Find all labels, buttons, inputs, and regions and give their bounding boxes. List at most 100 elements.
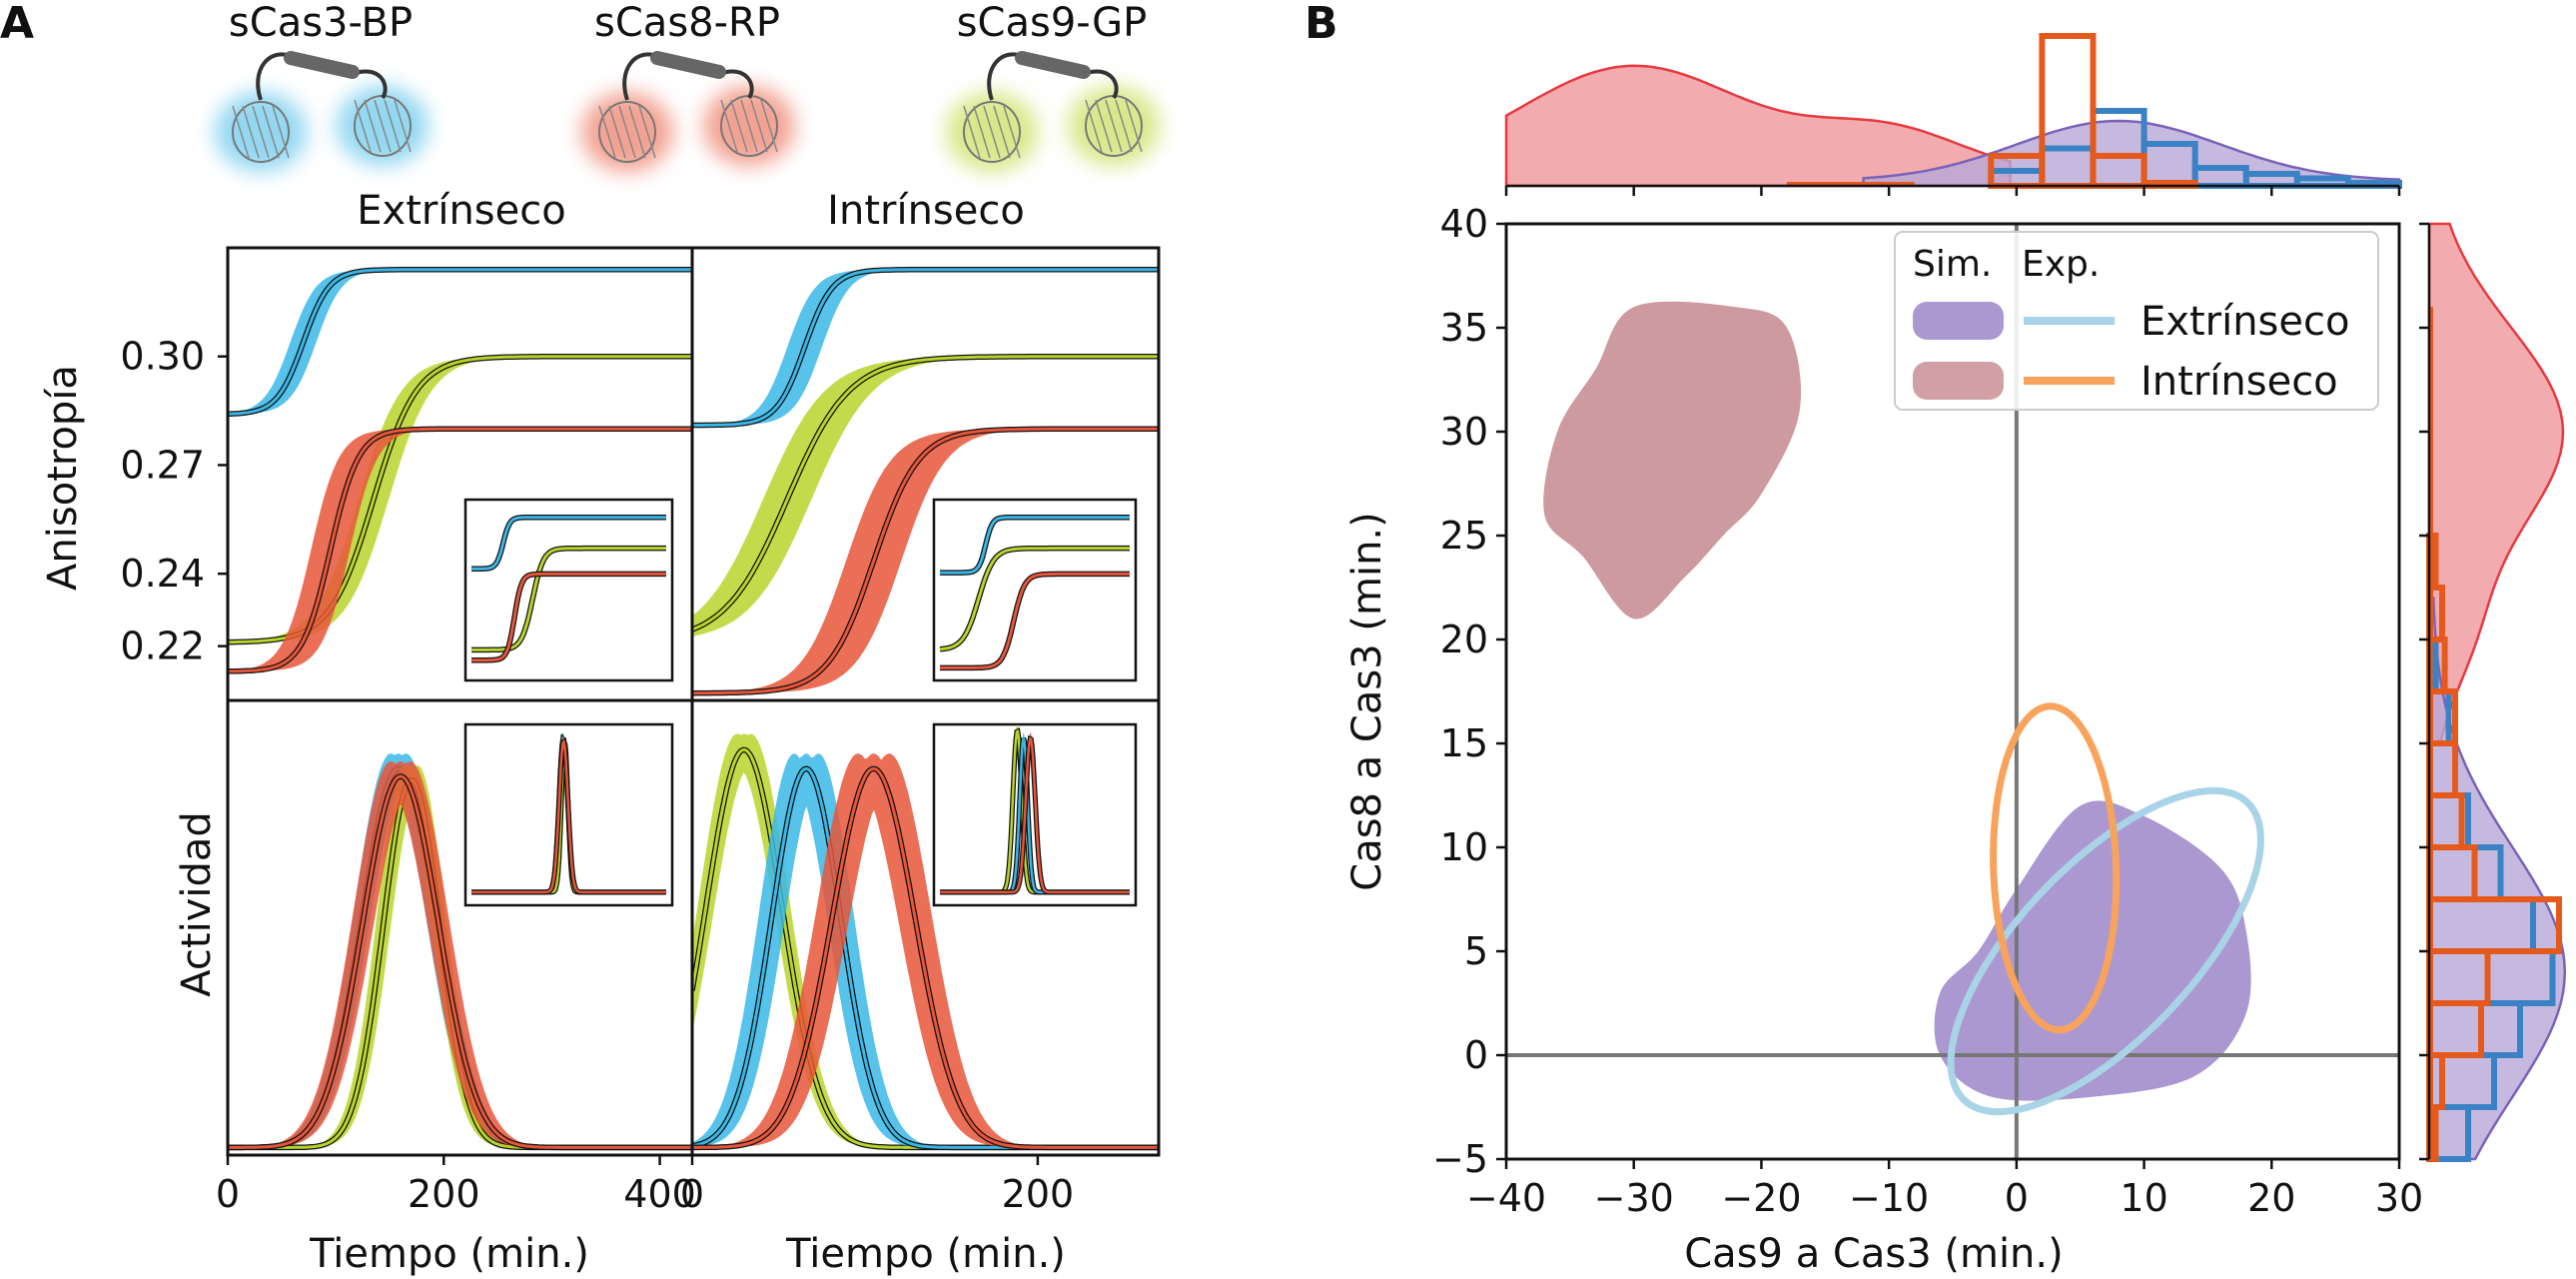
- a-xlabel-left: Tiempo (min.): [309, 1231, 589, 1277]
- column-title-intrinsic: Intrínseco: [827, 188, 1025, 234]
- helix: [1015, 51, 1091, 79]
- a-xtick-label: 200: [408, 1172, 480, 1216]
- barrel-strand: [242, 105, 260, 159]
- a-outline-cas3: [692, 266, 1159, 429]
- linker: [352, 69, 388, 100]
- barrel-strand: [374, 99, 392, 153]
- top-marginal-kde-intrinsic: [1504, 64, 2012, 188]
- barrel-strand: [394, 99, 412, 153]
- barrel-strand: [1115, 99, 1133, 153]
- a-line-cas3: [692, 268, 1159, 427]
- barrel-strand: [354, 99, 372, 153]
- b-xtick-label: −40: [1466, 1176, 1546, 1220]
- barrel-strand: [252, 105, 270, 159]
- a-ytick-label: 0.27: [120, 443, 205, 487]
- barrel-strand: [232, 105, 250, 159]
- a-ytick-label: 0.30: [120, 335, 205, 379]
- barrel-strand: [1095, 99, 1113, 153]
- b-ytick-label: 10: [1440, 825, 1488, 869]
- a-xtick-label: 0: [680, 1172, 704, 1216]
- inset-frame: [932, 498, 1138, 682]
- inset-line-cas8: [471, 572, 666, 662]
- b-xtick-label: 30: [2375, 1176, 2423, 1220]
- barrel-strand: [760, 99, 778, 153]
- linker: [718, 69, 754, 100]
- sensor-cas3: [215, 51, 429, 172]
- a-band-cas3: [228, 269, 692, 415]
- b-ytick-label: 5: [1464, 929, 1488, 973]
- a-plot-area: [228, 753, 692, 1151]
- b-ytick-label: −5: [1432, 1137, 1488, 1181]
- sensor-label-cas8: sCas8-RP: [594, 0, 780, 46]
- linker: [256, 52, 292, 101]
- inset-line-cas9: [471, 547, 666, 651]
- helix: [650, 51, 726, 79]
- sensor-cas8: [581, 51, 795, 172]
- right-marginal-kde-extrinsic: [2427, 597, 2567, 1161]
- a-panel-A-top-left: [226, 246, 694, 702]
- a-plot-area: [692, 733, 1159, 1151]
- b-ytick-label: 35: [1440, 306, 1488, 350]
- b-xlabel: Cas9 a Cas3 (min.): [1684, 1231, 2063, 1277]
- a-band-cas3: [692, 753, 1159, 1148]
- barrel-strand: [272, 105, 290, 159]
- a-plot-area: [228, 266, 692, 674]
- barrel-outline: [232, 101, 290, 163]
- a-plot-area: [692, 266, 1159, 696]
- a-line-cas3: [228, 268, 692, 416]
- panel-b-plots: −40 −30 −20 −10 0 10 20 30 −5 0 5 10 15 20 25 30 35 40: [1432, 33, 2567, 1220]
- a-frame: [690, 698, 1161, 1157]
- inset-frame: [463, 498, 674, 682]
- a-band-cas9: [692, 356, 1159, 637]
- sensor-illustrations: [215, 51, 1160, 172]
- b-ytick-label: 0: [1464, 1033, 1488, 1077]
- inset-line-cas3: [940, 516, 1130, 575]
- b-frame: [1504, 222, 2401, 1161]
- linker: [987, 52, 1023, 101]
- legend-swatch-sim-intrinsic: [1913, 362, 2004, 400]
- inset-line-cas8: [471, 739, 666, 894]
- a-band-cas8: [692, 429, 1159, 693]
- panel-label-a: A: [0, 0, 34, 49]
- legend-header-sim: Sim.: [1913, 244, 1992, 285]
- exp-extrinsic-ellipse: [1947, 786, 2264, 1116]
- a-band-cas8: [692, 753, 1159, 1148]
- barrel-strand: [384, 99, 402, 153]
- inset-line-cas8: [940, 572, 1130, 669]
- barrel-strand: [740, 99, 758, 153]
- barrel-strand: [983, 105, 1001, 159]
- a-ytick-label: 0.24: [120, 552, 205, 596]
- b-xtick-label: −10: [1849, 1176, 1929, 1220]
- a-xtick-label: 0: [216, 1172, 240, 1216]
- sensor-cas9: [946, 51, 1160, 172]
- a-panel-A-bottom-right: [690, 698, 1161, 1157]
- b-xtick-label: −30: [1594, 1176, 1674, 1220]
- a-ylabel-activity: Actividad: [174, 811, 220, 997]
- barrel-strand: [963, 105, 981, 159]
- b-xtick-label: 0: [2005, 1176, 2029, 1220]
- sim-extrinsic-region: [1934, 800, 2251, 1101]
- a-xtick-label: 400: [623, 1172, 696, 1216]
- b-ytick-label: 40: [1440, 202, 1488, 246]
- barrel-strand: [618, 105, 636, 159]
- barrel-strand: [750, 99, 768, 153]
- a-ylabel-anisotropy: Anisotropía: [40, 365, 86, 591]
- sensor-label-cas3: sCas3-BP: [229, 0, 413, 46]
- a-panel-A-bottom-left: [226, 698, 694, 1157]
- b-ytick-label: 25: [1440, 514, 1488, 558]
- barrel-strand: [720, 99, 738, 153]
- legend-entry-extrinsic: Extrínseco: [2141, 299, 2349, 345]
- b-ytick-label: 15: [1440, 721, 1488, 765]
- barrel-strand: [1105, 99, 1123, 153]
- b-ylabel: Cas8 a Cas3 (min.): [1344, 512, 1390, 890]
- legend-frame: [1894, 231, 2379, 411]
- a-line-cas8: [228, 427, 692, 673]
- helix: [284, 51, 360, 79]
- barrel-outline: [963, 101, 1021, 163]
- right-marginal-kde-intrinsic: [2427, 222, 2565, 745]
- a-panel-A-top-right: [690, 246, 1161, 702]
- barrel-strand: [364, 99, 382, 153]
- a-ytick-label: 0.22: [120, 625, 205, 668]
